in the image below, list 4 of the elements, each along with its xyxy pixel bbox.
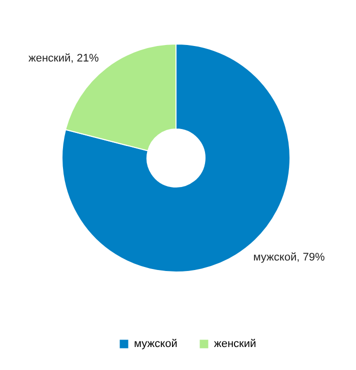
legend-label: женский [214, 338, 256, 350]
legend-label: мужской [134, 338, 178, 350]
data-label: женский, 21% [28, 52, 99, 64]
data-label: мужской, 79% [253, 252, 325, 264]
